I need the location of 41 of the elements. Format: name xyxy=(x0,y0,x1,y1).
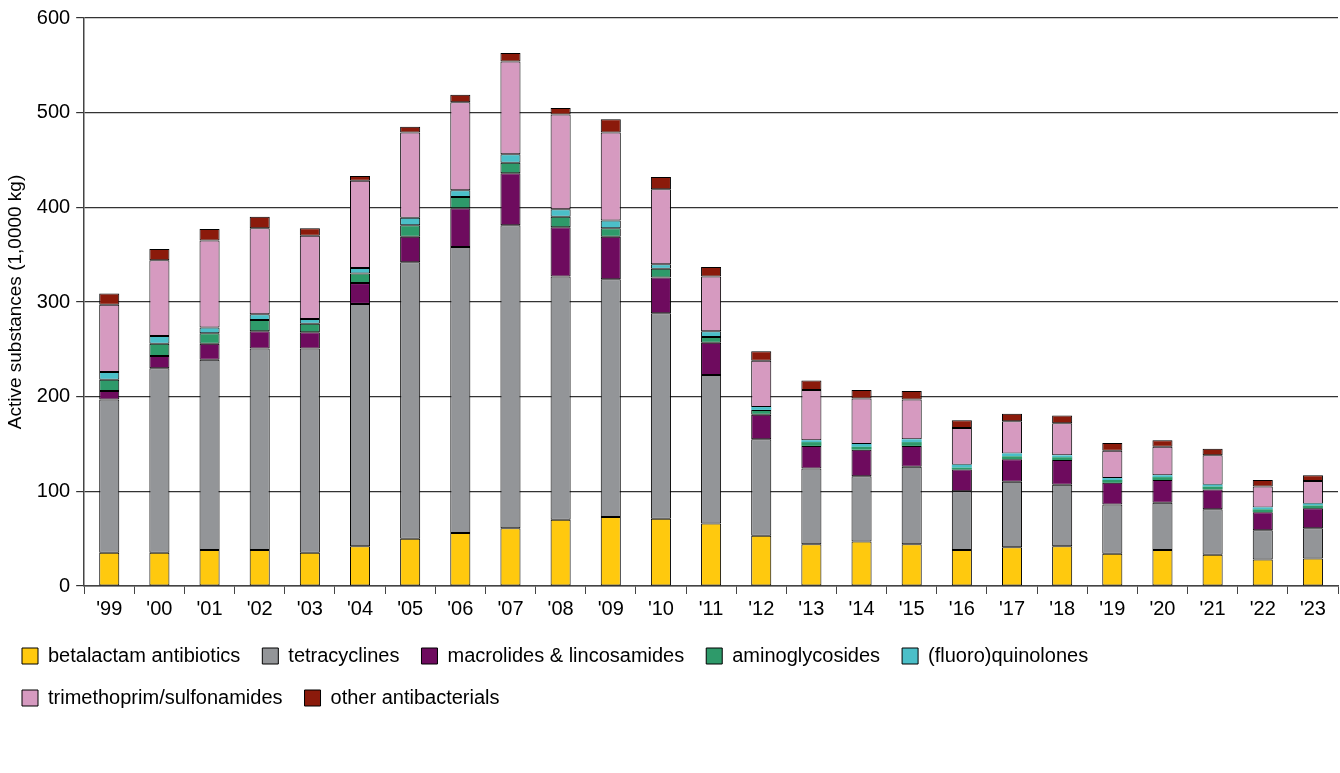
legend-label: betalactam antibiotics xyxy=(48,643,241,666)
x-tick-label: '99 xyxy=(96,596,123,619)
y-tick-label: 100 xyxy=(36,478,71,501)
x-tick-label: '04 xyxy=(346,596,374,619)
y-tick-label: 0 xyxy=(59,573,71,596)
x-tick-label: '18 xyxy=(1049,596,1076,619)
y-tick-label: 200 xyxy=(36,384,71,407)
x-tick-label: '23 xyxy=(1299,596,1326,619)
legend-label: (fluoro)quinolones xyxy=(928,643,1089,666)
x-tick-label: '09 xyxy=(597,596,624,619)
legend-label: aminoglycosides xyxy=(732,643,881,666)
x-tick-label: '01 xyxy=(196,596,223,619)
x-tick-label: '17 xyxy=(998,596,1026,619)
y-tick-label: 600 xyxy=(36,5,71,28)
legend-label: macrolides & lincosamides xyxy=(447,643,685,666)
y-tick-label: 400 xyxy=(36,194,71,217)
legend-label: trimethoprim/sulfonamides xyxy=(48,685,283,708)
x-tick-label: '02 xyxy=(246,596,273,619)
x-tick-label: '06 xyxy=(447,596,474,619)
x-tick-label: '15 xyxy=(898,596,925,619)
y-tick-label: 500 xyxy=(36,100,71,123)
x-tick-label: '14 xyxy=(848,596,875,619)
x-tick-label: '12 xyxy=(748,596,775,619)
bar xyxy=(751,407,772,410)
x-tick-label: '10 xyxy=(647,596,674,619)
x-tick-label: '07 xyxy=(497,596,524,619)
x-tick-label: '03 xyxy=(296,596,323,619)
y-tick-label: 300 xyxy=(36,289,71,312)
legend-label: other antibacterials xyxy=(330,685,500,708)
x-tick-label: '08 xyxy=(547,596,574,619)
x-tick-label: '20 xyxy=(1149,596,1176,619)
x-tick-label: '19 xyxy=(1099,596,1126,619)
x-tick-label: '00 xyxy=(146,596,173,619)
y-axis-title: Active substances (1,0000 kg) xyxy=(3,174,25,430)
x-tick-label: '22 xyxy=(1249,596,1276,619)
x-tick-label: '21 xyxy=(1199,596,1226,619)
x-tick-label: '16 xyxy=(948,596,975,619)
legend-label: tetracyclines xyxy=(288,643,400,666)
x-tick-label: '11 xyxy=(698,596,724,619)
x-tick-label: '13 xyxy=(798,596,825,619)
x-tick-label: '05 xyxy=(397,596,424,619)
